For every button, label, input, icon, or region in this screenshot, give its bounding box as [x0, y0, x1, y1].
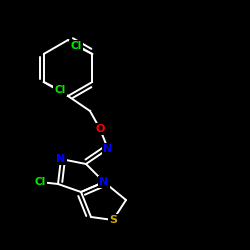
Text: N: N [56, 154, 66, 164]
Text: Cl: Cl [70, 41, 82, 51]
Text: N: N [100, 177, 108, 187]
Text: Cl: Cl [54, 85, 66, 95]
Text: S: S [109, 215, 117, 225]
Text: N: N [104, 144, 112, 154]
Text: Cl: Cl [34, 177, 46, 187]
Text: O: O [95, 124, 105, 134]
